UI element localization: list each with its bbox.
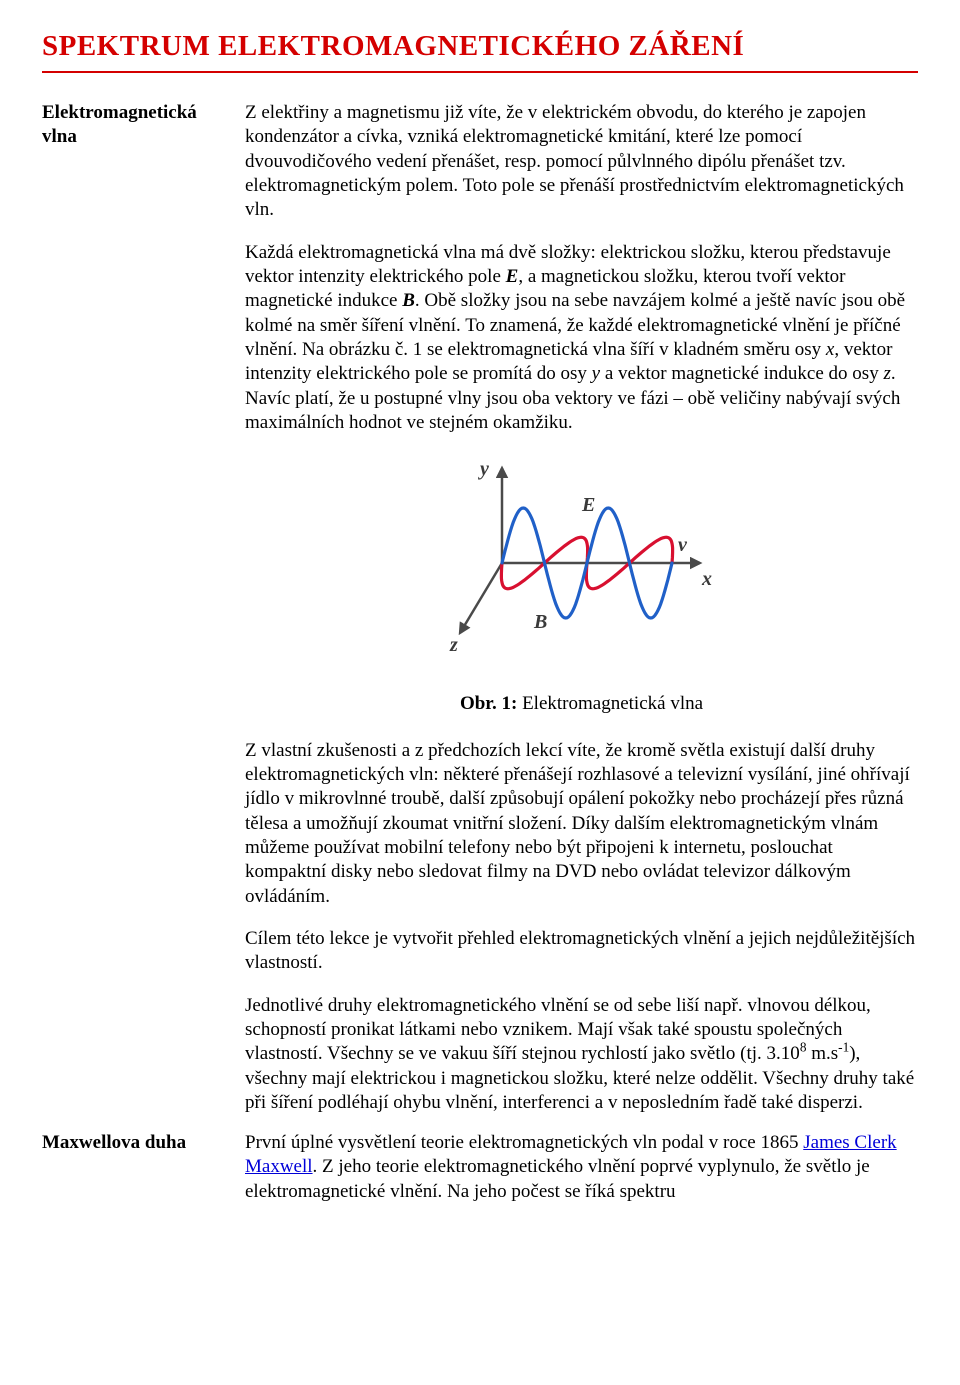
superscript: -1 [838, 1040, 849, 1055]
caption-label: Obr. 1: [460, 693, 517, 714]
paragraph: Jednotlivé druhy elektromagnetického vln… [245, 994, 918, 1116]
section-em-wave: Elektromagnetická vlna Z elektřiny a mag… [42, 101, 918, 1125]
figure-em-wave: y x z E Bv [245, 453, 918, 680]
vector-symbol-E: E [506, 266, 519, 287]
axis-symbol-y: y [592, 363, 600, 384]
svg-text:E: E [581, 494, 595, 516]
paragraph: Každá elektromagnetická vlna má dvě slož… [245, 241, 918, 436]
text: . Z jeho teorie elektromagnetického vlně… [245, 1156, 870, 1201]
em-wave-diagram: y x z E Bv [442, 453, 722, 673]
title-rule [42, 71, 918, 73]
vector-symbol-B: B [402, 290, 415, 311]
side-label-line: vlna [42, 126, 77, 147]
paragraph: Z elektřiny a magnetismu již víte, že v … [245, 101, 918, 223]
svg-text:v: v [678, 534, 688, 556]
svg-text:B: B [533, 611, 547, 633]
page-title: SPEKTRUM ELEKTROMAGNETICKÉHO ZÁŘENÍ [42, 28, 918, 65]
svg-text:z: z [449, 634, 458, 656]
section-maxwell: Maxwellova duha První úplné vysvětlení t… [42, 1131, 918, 1214]
svg-text:x: x [701, 568, 712, 590]
side-label-line: Elektromagnetická [42, 102, 197, 123]
axis-symbol-z: z [883, 363, 890, 384]
paragraph: Cílem této lekce je vytvořit přehled ele… [245, 927, 918, 976]
figure-caption: Obr. 1: Elektromagnetická vlna [245, 692, 918, 716]
section-body: Z elektřiny a magnetismu již víte, že v … [245, 101, 918, 1125]
paragraph: Z vlastní zkušenosti a z předchozích lek… [245, 739, 918, 909]
text: Jednotlivé druhy elektromagnetického vln… [245, 995, 871, 1065]
side-label-em-wave: Elektromagnetická vlna [42, 101, 227, 1125]
paragraph: První úplné vysvětlení teorie elektromag… [245, 1131, 918, 1204]
text: První úplné vysvětlení teorie elektromag… [245, 1132, 803, 1153]
svg-text:y: y [478, 458, 489, 480]
side-label-maxwell: Maxwellova duha [42, 1131, 227, 1214]
caption-text: Elektromagnetická vlna [517, 693, 703, 714]
text: m.s [806, 1043, 838, 1064]
section-body: První úplné vysvětlení teorie elektromag… [245, 1131, 918, 1214]
text: a vektor magnetické indukce do osy [600, 363, 883, 384]
